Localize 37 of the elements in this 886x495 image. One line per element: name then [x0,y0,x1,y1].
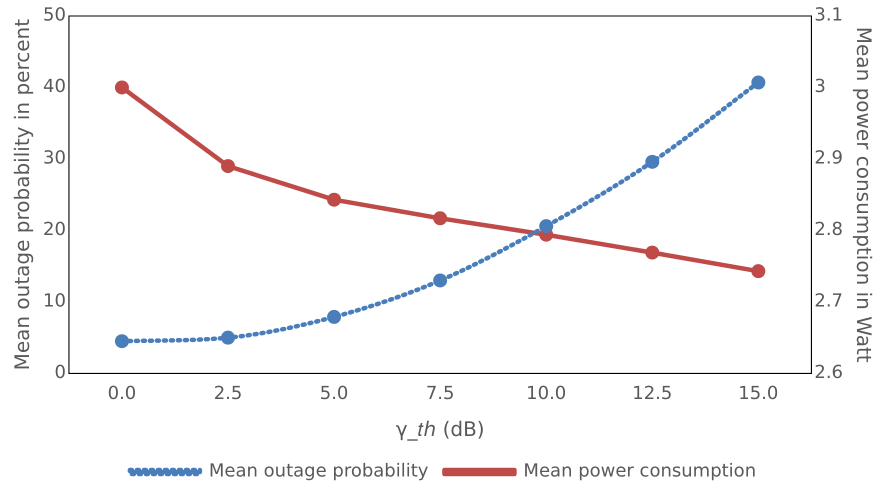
y2-tick-label: 2.8 [814,219,844,240]
point [221,330,236,345]
y2-tick-label: 3.1 [814,4,844,26]
x-tick-label: 0.0 [108,382,136,404]
y2-tick-label: 2.6 [814,362,844,384]
y2-tick-label: 3 [814,76,826,98]
y-tick-label: 0 [54,362,66,384]
point [751,75,766,90]
y2-tick-label: 2.7 [814,290,844,312]
point [539,219,554,234]
x-tick-label: 12.5 [632,382,672,404]
x-tick-label: 15.0 [738,382,778,404]
x-tick-label: 7.5 [426,382,454,404]
point [751,264,766,278]
point [433,211,448,226]
y2-axis-title: Mean power consumption in Watt [852,26,876,363]
y-tick-label: 10 [43,290,66,312]
y-tick-label: 40 [43,76,66,98]
y-axis-title: Mean outage probability in percent [10,18,34,370]
point [221,159,236,174]
x-tick-label: 2.5 [214,382,242,404]
y2-tick-label: 2.9 [814,148,844,169]
x-tick-label: 5.0 [320,382,348,404]
point [645,154,660,169]
legend-label: Mean power consumption [523,460,756,482]
point [114,334,129,348]
point [327,310,342,324]
point [645,246,660,260]
point [433,273,448,288]
y-tick-label: 20 [43,219,66,240]
y-tick-label: 50 [43,4,66,26]
point [114,80,129,94]
legend-label: Mean outage probability [208,460,429,482]
x-tick-label: 10.0 [526,382,566,404]
x-axis-title: γ_𝑡ℎ (dB) [396,417,485,442]
point [327,192,342,207]
y-tick-label: 30 [43,148,66,169]
